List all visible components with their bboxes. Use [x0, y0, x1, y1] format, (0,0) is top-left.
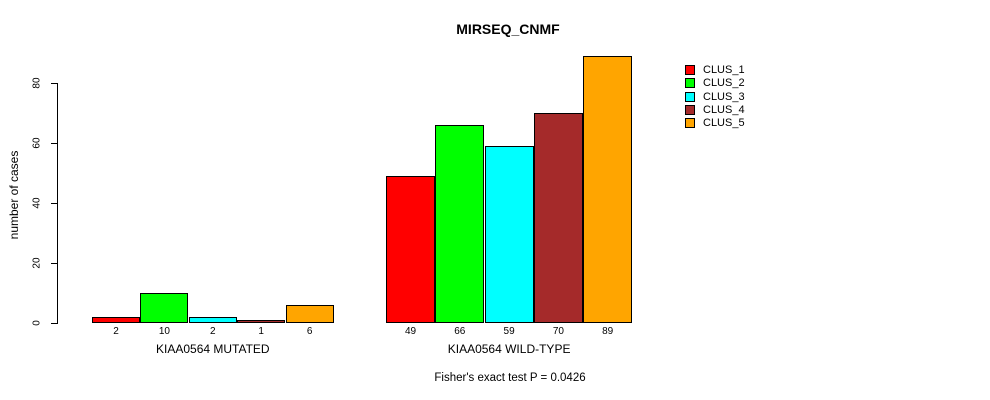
- bar-kiaa0564-wild-type-clus_5: [583, 56, 633, 323]
- group-label: KIAA0564 WILD-TYPE: [447, 342, 571, 356]
- bar-kiaa0564-mutated-clus_2: [140, 293, 189, 323]
- legend-swatch-clus_5: [685, 118, 695, 129]
- y-tick-mark: [51, 263, 58, 264]
- bar-value-label: 66: [454, 326, 466, 337]
- legend-label-clus_1: CLUS_1: [703, 64, 745, 76]
- chart-title: MIRSEQ_CNMF: [456, 21, 560, 37]
- group-label: KIAA0564 MUTATED: [156, 342, 270, 356]
- legend-swatch-clus_1: [685, 65, 695, 75]
- legend-label-clus_2: CLUS_2: [703, 77, 745, 90]
- legend-swatch-clus_2: [685, 78, 695, 89]
- legend-swatch-clus_4: [685, 104, 695, 115]
- bar-kiaa0564-mutated-clus_1: [92, 317, 140, 323]
- bar-kiaa0564-wild-type-clus_4: [533, 113, 583, 323]
- y-tick-mark: [51, 203, 58, 204]
- bar-kiaa0564-mutated-clus_3: [188, 317, 237, 323]
- legend-label-clus_4: CLUS_4: [703, 103, 745, 116]
- bar-kiaa0564-wild-type-clus_3: [484, 146, 534, 323]
- bar-value-label: 59: [503, 326, 515, 337]
- bar-kiaa0564-wild-type-clus_2: [435, 125, 485, 323]
- bar-value-label: 10: [158, 326, 170, 337]
- bar-kiaa0564-mutated-clus_5: [285, 305, 334, 323]
- bar-value-label: 89: [602, 326, 614, 337]
- y-tick-mark: [51, 323, 58, 324]
- caption-text: Fisher's exact test P = 0.0426: [434, 372, 586, 384]
- legend-label-clus_5: CLUS_5: [703, 117, 745, 130]
- y-tick-mark: [51, 83, 58, 84]
- bar-value-label: 2: [210, 326, 216, 337]
- bar-value-label: 1: [258, 326, 264, 337]
- bar-value-label: 49: [404, 326, 417, 337]
- bar-kiaa0564-mutated-clus_4: [237, 320, 286, 323]
- y-tick-mark: [51, 143, 58, 144]
- bar-value-label: 2: [113, 326, 119, 337]
- legend-label-clus_3: CLUS_3: [703, 90, 745, 103]
- legend-swatch-clus_3: [685, 91, 695, 102]
- bar-value-label: 70: [552, 326, 564, 337]
- bar-value-label: 6: [306, 326, 313, 337]
- bar-kiaa0564-wild-type-clus_1: [386, 176, 435, 323]
